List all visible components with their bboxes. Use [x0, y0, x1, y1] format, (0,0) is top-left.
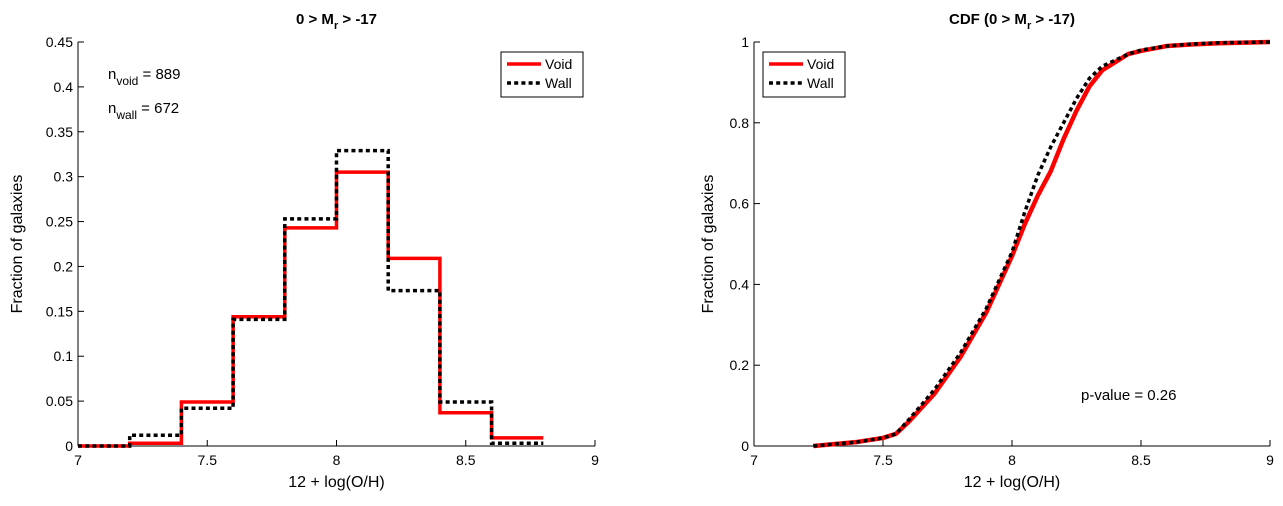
cdf-y-tick-label: 0.6 [730, 196, 750, 212]
hist-y-tick-label: 0.05 [46, 393, 73, 409]
hist-y-tick-label: 0.3 [54, 169, 74, 185]
cdf-x-axis-label: 12 + log(O/H) [964, 474, 1060, 491]
hist-y-tick-label: 0.45 [46, 34, 73, 50]
hist-x-tick-label: 9 [591, 452, 599, 468]
cdf-x-tick-label: 9 [1266, 452, 1274, 468]
cdf-title: CDF (0 > Mr > -17) [949, 11, 1075, 32]
hist-x-tick-label: 7 [74, 452, 82, 468]
hist-y-tick-label: 0.35 [46, 124, 73, 140]
cdf-p-value-annotation: p-value = 0.26 [1081, 387, 1177, 404]
cdf-series-void [813, 39, 1271, 449]
cdf-chart: 7 7.5 8 8.5 9 0 0.2 0.4 0.6 0.8 1 12 + log(O/H) Frac… [700, 11, 1274, 491]
hist-y-tick-label: 0.4 [54, 79, 74, 95]
hist-title: 0 > Mr > -17 [296, 11, 377, 32]
hist-legend-label: Wall [545, 75, 572, 91]
hist-y-tick-label: 0 [65, 438, 73, 454]
cdf-y-axis-label: Fraction of galaxies [700, 175, 717, 314]
hist-x-tick-label: 8 [333, 452, 341, 468]
cdf-series-wall [813, 40, 1271, 448]
hist-series-void [78, 170, 544, 448]
hist-legend-box [500, 51, 584, 98]
cdf-legend-label: Wall [807, 75, 834, 91]
cdf-y-tick-label: 0 [741, 438, 749, 454]
cdf-x-tick-label: 8 [1008, 452, 1016, 468]
hist-x-tick-label: 8.5 [456, 452, 476, 468]
cdf-y-tick-label: 1 [741, 34, 749, 50]
hist-legend-label: Void [545, 56, 572, 72]
cdf-y-tick-label: 0.2 [730, 357, 750, 373]
hist-count-annotation: nwall = 672 [108, 100, 179, 122]
hist-y-axis-label: Fraction of galaxies [9, 175, 26, 314]
cdf-legend-label: Void [807, 56, 834, 72]
cdf-x-tick-label: 8.5 [1131, 452, 1151, 468]
cdf-x-tick-label: 7.5 [873, 452, 893, 468]
hist-y-tick-label: 0.25 [46, 214, 73, 230]
hist-y-tick-label: 0.2 [54, 258, 74, 274]
hist-x-axis-label: 12 + log(O/H) [288, 474, 384, 491]
histogram-chart: 7 7.5 8 8.5 9 0 0.05 0.1 0.15 0.2 0.25 0.3 0.35 0.4 0.… [9, 11, 599, 491]
cdf-y-tick-label: 0.4 [730, 276, 750, 292]
cdf-legend-box [762, 51, 846, 98]
hist-y-tick-label: 0.15 [46, 303, 73, 319]
cdf-x-tick-label: 7 [750, 452, 758, 468]
hist-count-annotation: nvoid = 889 [108, 66, 180, 88]
hist-y-tick-label: 0.1 [54, 348, 74, 364]
hist-series-wall [78, 148, 544, 448]
hist-x-tick-label: 7.5 [198, 452, 218, 468]
cdf-y-tick-label: 0.8 [730, 115, 750, 131]
